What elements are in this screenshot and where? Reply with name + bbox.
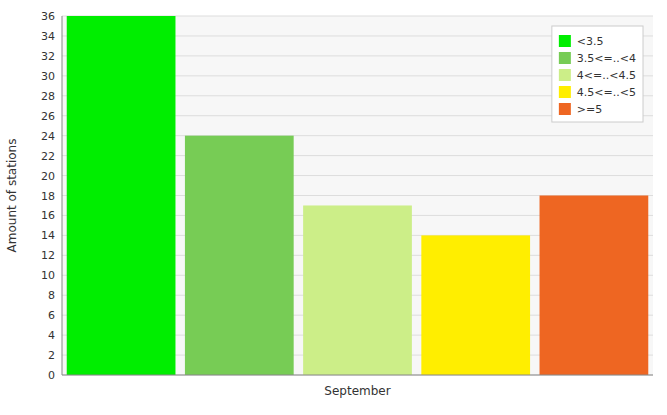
y-tick-label: 34 — [41, 30, 55, 43]
legend-label: 3.5<=..<4 — [577, 52, 636, 65]
y-tick-label: 18 — [41, 190, 55, 203]
y-tick-label: 12 — [41, 249, 55, 262]
bar — [303, 205, 412, 375]
y-tick-label: 26 — [41, 110, 55, 123]
bars — [67, 16, 649, 375]
legend-label: 4.5<=..<5 — [577, 86, 636, 99]
y-tick-label: 24 — [41, 130, 55, 143]
chart-container: 024681012141618202224262830323436Septemb… — [0, 0, 667, 415]
x-tick-label: September — [324, 384, 390, 398]
y-tick-label: 30 — [41, 70, 55, 83]
legend-box — [552, 26, 643, 122]
legend-swatch — [559, 103, 571, 115]
legend-swatch — [559, 52, 571, 64]
y-tick-label: 16 — [41, 209, 55, 222]
bar — [421, 235, 530, 375]
bar — [540, 196, 649, 376]
y-tick-label: 10 — [41, 269, 55, 282]
bar — [67, 16, 176, 375]
grid — [62, 16, 653, 375]
legend-swatch — [559, 35, 571, 47]
y-axis: 024681012141618202224262830323436 — [41, 10, 55, 382]
legend-swatch — [559, 86, 571, 98]
y-axis-label: Amount of stations — [5, 139, 19, 253]
y-tick-label: 28 — [41, 90, 55, 103]
y-tick-label: 0 — [48, 369, 55, 382]
y-tick-label: 8 — [48, 289, 55, 302]
legend-label: <3.5 — [577, 35, 604, 48]
y-tick-label: 14 — [41, 229, 55, 242]
grid-line — [62, 375, 653, 376]
y-axis-line — [62, 16, 63, 375]
legend: <3.5 3.5<=..<4 4<=..<4.5 4.5<=..<5 >=5 — [552, 26, 643, 122]
legend-label: >=5 — [577, 103, 602, 116]
legend-label: 4<=..<4.5 — [577, 69, 636, 82]
y-tick-label: 6 — [48, 309, 55, 322]
chart-svg: 024681012141618202224262830323436Septemb… — [0, 0, 667, 415]
y-tick-label: 36 — [41, 10, 55, 23]
plot-background — [62, 16, 653, 375]
y-tick-label: 2 — [48, 349, 55, 362]
y-tick-label: 32 — [41, 50, 55, 63]
x-axis-line — [62, 375, 653, 376]
y-tick-label: 20 — [41, 170, 55, 183]
y-tick-label: 22 — [41, 150, 55, 163]
legend-swatch — [559, 69, 571, 81]
y-tick-label: 4 — [48, 329, 55, 342]
bar — [185, 136, 294, 375]
